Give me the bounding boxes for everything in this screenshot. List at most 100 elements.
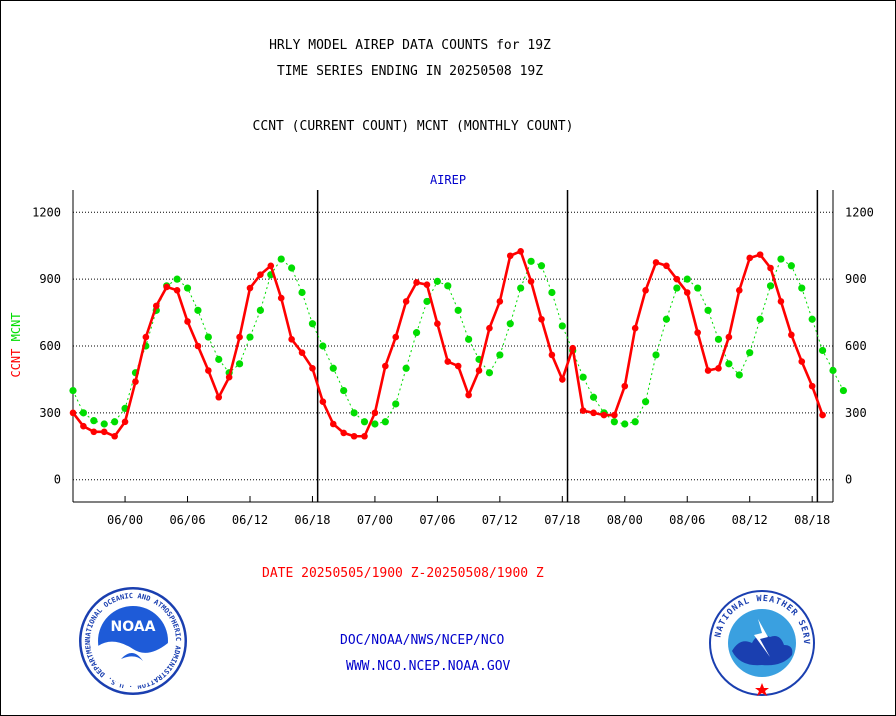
mcnt-point: [777, 255, 785, 263]
plot-axes: [72, 190, 834, 503]
ccnt-point: [215, 393, 223, 401]
noaa-logo: NATIONAL OCEANIC AND ATMOSPHERIC ADMINIS…: [79, 587, 187, 695]
ccnt-point: [100, 428, 108, 436]
ccnt-point: [392, 333, 400, 341]
ccnt-point: [725, 333, 733, 341]
ccnt-point: [652, 259, 660, 266]
ccnt-point: [663, 262, 670, 270]
ccnt-point: [340, 429, 347, 437]
mcnt-point: [704, 306, 712, 314]
nws-logo: NATIONAL WEATHER SERVICE: [709, 590, 815, 696]
ccnt-point: [548, 351, 556, 359]
mcnt-point: [496, 351, 504, 359]
plot-title: AIREP: [430, 173, 466, 187]
grid-lines: [73, 211, 833, 481]
y-tick-label-right: 0: [845, 473, 852, 487]
series-ccnt-line: [71, 249, 824, 438]
mcnt-point: [246, 333, 254, 341]
mcnt-point: [798, 284, 806, 292]
x-tick-label: 07/00: [357, 513, 393, 527]
ccnt-point: [683, 289, 691, 296]
mcnt-point: [714, 335, 723, 343]
y-tick-label-right: 900: [845, 272, 867, 286]
x-tick-label: 08/00: [607, 513, 643, 527]
ccnt-point: [611, 411, 618, 419]
ylabel-mcnt: MCNT: [9, 312, 23, 348]
mcnt-point: [808, 315, 816, 323]
x-tick-label: 07/18: [544, 513, 580, 527]
y-tick-label-right: 300: [845, 406, 867, 420]
ccnt-point: [277, 294, 285, 302]
mcnt-point: [100, 420, 108, 428]
x-tick-label: 08/12: [732, 513, 768, 527]
mcnt-point: [579, 373, 587, 381]
ccnt-point: [163, 283, 170, 291]
ccnt-point: [631, 324, 639, 332]
ccnt-point: [788, 331, 795, 339]
ccnt-point: [746, 254, 754, 262]
chart-title: HRLY MODEL AIREP DATA COUNTS for 19Z: [269, 38, 551, 53]
mcnt-point: [756, 315, 764, 323]
ccnt-point: [194, 342, 202, 350]
ccnt-point: [673, 275, 681, 283]
mcnt-point: [517, 284, 525, 292]
ccnt-point: [798, 358, 806, 365]
y-axis-label: CCNT MCNT: [9, 312, 23, 377]
ccnt-point: [736, 286, 743, 294]
mcnt-point: [485, 369, 494, 377]
x-tick-label: 08/06: [669, 513, 705, 527]
ccnt-point: [309, 364, 316, 372]
mcnt-point: [818, 346, 827, 355]
mcnt-point: [725, 360, 733, 368]
y-axis-label-text: CCNT MCNT: [9, 312, 23, 377]
url-line: WWW.NCO.NCEP.NOAA.GOV: [346, 659, 511, 674]
ccnt-point: [371, 409, 379, 417]
x-tick-label: 06/06: [169, 513, 205, 527]
mcnt-point: [735, 371, 743, 379]
x-tick-label: 07/12: [482, 513, 518, 527]
x-tick-label: 06/18: [294, 513, 330, 527]
ccnt-point: [246, 284, 254, 292]
mcnt-point: [235, 360, 244, 368]
y-tick-label-left: 300: [39, 406, 61, 420]
mcnt-point: [631, 418, 639, 426]
mcnt-point: [433, 277, 441, 285]
ccnt-point: [517, 247, 524, 255]
ccnt-point: [236, 333, 243, 341]
mcnt-point: [652, 351, 660, 359]
mcnt-point: [766, 282, 775, 290]
mcnt-point: [537, 262, 546, 270]
mcnt-point: [194, 306, 202, 314]
mcnt-point: [829, 366, 837, 375]
y-tick-label-left: 0: [54, 473, 61, 487]
ccnt-point: [225, 373, 233, 381]
noaa-logo-text: NOAA: [111, 619, 156, 635]
ccnt-point: [350, 432, 358, 440]
mcnt-point: [329, 364, 337, 372]
mcnt-point: [527, 257, 535, 265]
y-tick-label-left: 900: [39, 272, 61, 286]
mcnt-point: [350, 409, 358, 417]
ccnt-point: [205, 367, 212, 374]
ccnt-point: [590, 409, 597, 417]
ccnt-point: [444, 358, 452, 365]
ccnt-point: [527, 278, 535, 285]
ccnt-point: [402, 298, 410, 305]
mcnt-point: [839, 386, 848, 395]
ccnt-point: [704, 367, 712, 374]
mcnt-point: [288, 264, 296, 272]
mcnt-point: [662, 315, 671, 323]
x-tick-label: 06/12: [232, 513, 268, 527]
ccnt-point: [319, 398, 327, 406]
mcnt-point: [392, 400, 400, 408]
ccnt-point: [465, 391, 472, 399]
ccnt-point: [434, 320, 441, 328]
ylabel-ccnt: CCNT: [9, 349, 23, 378]
ccnt-point: [90, 428, 98, 436]
x-tick-label: 07/06: [419, 513, 455, 527]
ccnt-point: [538, 315, 545, 323]
ccnt-point: [454, 362, 462, 370]
ccnt-point: [152, 302, 160, 310]
mcnt-point: [423, 297, 431, 306]
